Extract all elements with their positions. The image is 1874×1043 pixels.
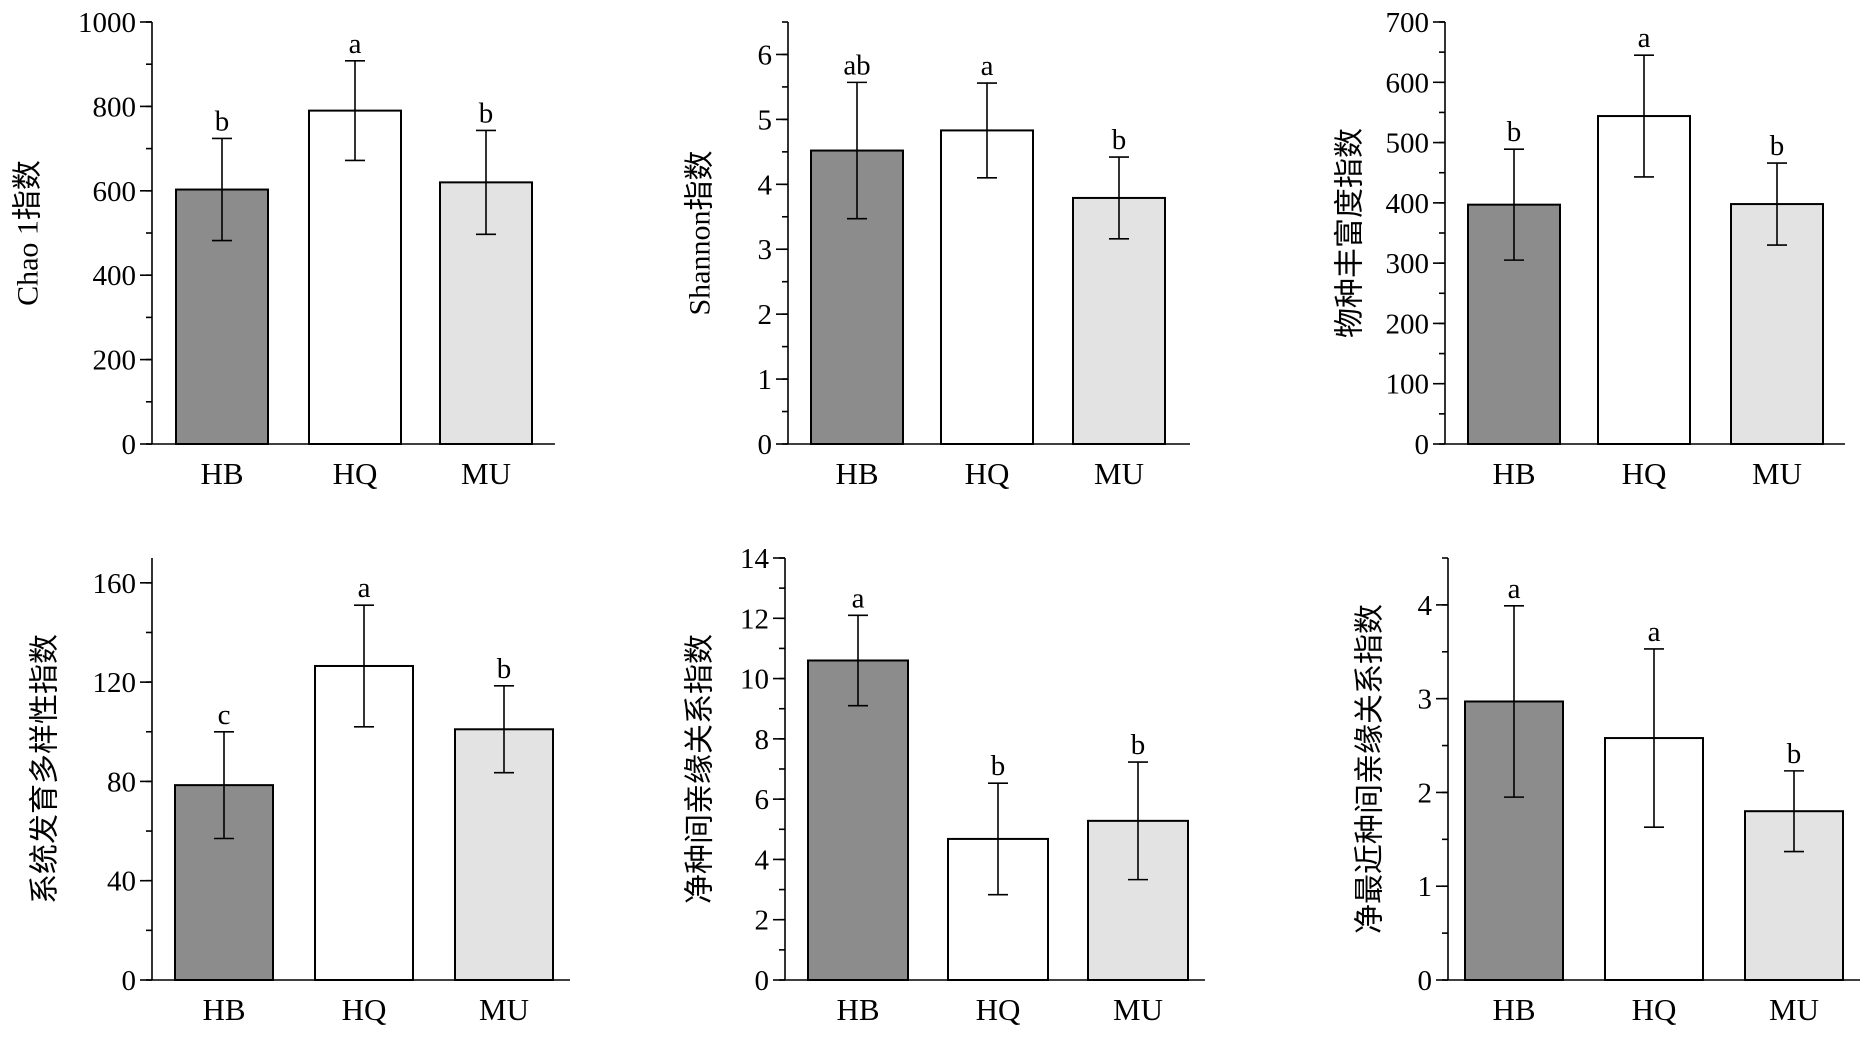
y-tick-label: 0 <box>1418 965 1433 997</box>
y-tick-label: 700 <box>1386 7 1430 39</box>
y-tick-label: 1000 <box>78 7 136 39</box>
y-axis-label: 物种丰富度指数 <box>1334 128 1367 338</box>
y-tick-label: 400 <box>93 260 137 292</box>
y-tick-label: 2 <box>1418 777 1433 809</box>
category-label: MU <box>1769 992 1819 1027</box>
y-tick-label: 200 <box>1386 308 1430 340</box>
category-label: HB <box>836 992 879 1027</box>
y-tick-label: 6 <box>755 784 770 816</box>
y-tick-label: 0 <box>758 429 773 461</box>
y-tick-label: 0 <box>755 965 770 997</box>
y-tick-label: 500 <box>1386 128 1430 160</box>
y-tick-label: 800 <box>93 91 137 123</box>
y-tick-label: 80 <box>107 766 136 798</box>
category-label: HB <box>1492 992 1535 1027</box>
y-tick-label: 4 <box>755 844 770 876</box>
significance-label: ab <box>843 49 870 81</box>
significance-label: a <box>852 582 865 614</box>
significance-label: b <box>1770 130 1785 162</box>
category-label: MU <box>461 456 511 491</box>
y-tick-label: 0 <box>1415 429 1430 461</box>
y-tick-label: 4 <box>758 169 773 201</box>
category-label: HQ <box>342 992 387 1027</box>
y-tick-label: 0 <box>122 965 137 997</box>
category-label: HQ <box>1632 992 1677 1027</box>
significance-label: b <box>1787 738 1802 770</box>
category-label: HB <box>1492 456 1535 491</box>
significance-label: b <box>215 105 230 137</box>
significance-label: a <box>1638 22 1651 54</box>
category-label: MU <box>1113 992 1163 1027</box>
category-label: HB <box>202 992 245 1027</box>
y-tick-label: 160 <box>93 568 137 600</box>
category-label: MU <box>1094 456 1144 491</box>
significance-label: b <box>479 97 494 129</box>
y-tick-label: 6 <box>758 39 773 71</box>
category-label: MU <box>1752 456 1802 491</box>
bar-hb <box>807 659 909 981</box>
y-tick-label: 3 <box>1418 684 1433 716</box>
y-tick-label: 12 <box>740 603 769 635</box>
y-axis-label: 系统发育多样性指数 <box>29 634 62 904</box>
y-tick-label: 8 <box>755 724 770 756</box>
significance-label: a <box>981 50 994 82</box>
significance-label: b <box>1507 116 1522 148</box>
y-tick-label: 2 <box>755 905 770 937</box>
category-label: HB <box>835 456 878 491</box>
category-label: HQ <box>1622 456 1667 491</box>
bar-hq <box>308 109 402 446</box>
y-axis-label: 净种间亲缘关系指数 <box>684 634 717 904</box>
y-tick-label: 120 <box>93 667 137 699</box>
y-tick-label: 10 <box>740 664 769 696</box>
y-tick-label: 5 <box>758 104 773 136</box>
chart-panel-3: 0 100 200 300 400 500 600 700 物种丰富度指数 b HB a HQ b MU <box>1334 7 1845 491</box>
y-tick-label: 300 <box>1386 248 1430 280</box>
chart-panel-4: 0 40 80 120 160 系统发育多样性指数 c HB a HQ b MU <box>29 558 570 1027</box>
y-axis-label: Chao 1指数 <box>12 160 45 306</box>
y-tick-label: 100 <box>1386 369 1430 401</box>
y-tick-label: 40 <box>107 866 136 898</box>
y-tick-label: 4 <box>1418 590 1433 622</box>
bar-hq <box>940 129 1034 445</box>
significance-label: a <box>358 572 371 604</box>
chart-panel-5: 0 2 4 6 8 10 12 14 净种间亲缘关系指数 a HB b HQ b MU <box>684 543 1205 1027</box>
y-tick-label: 1 <box>1418 871 1433 903</box>
chart-panel-6: 0 1 2 3 4 净最近种间亲缘关系指数 a HB a HQ b MU <box>1354 557 1860 1027</box>
category-label: MU <box>479 992 529 1027</box>
category-label: HB <box>200 456 243 491</box>
significance-label: a <box>1508 573 1521 605</box>
significance-label: a <box>349 28 362 60</box>
bar-hq <box>947 837 1049 982</box>
significance-label: b <box>991 750 1006 782</box>
significance-label: b <box>497 653 512 685</box>
y-tick-label: 14 <box>740 543 770 575</box>
chart-panel-1: 0 200 400 600 800 1000 Chao 1指数 b HB a HQ b MU <box>12 7 555 491</box>
y-axis-label: Shannon指数 <box>684 151 717 316</box>
y-tick-label: 600 <box>1386 67 1430 99</box>
y-tick-label: 0 <box>122 429 137 461</box>
category-label: HQ <box>333 456 378 491</box>
significance-label: a <box>1648 616 1661 648</box>
category-label: HQ <box>965 456 1010 491</box>
category-label: HQ <box>976 992 1021 1027</box>
y-tick-label: 1 <box>758 364 773 396</box>
y-axis-label: 净最近种间亲缘关系指数 <box>1354 604 1387 934</box>
chart-panel-2: 0 1 2 3 4 5 6 Shannon指数 ab HB a HQ b MU <box>684 21 1190 491</box>
significance-label: b <box>1131 729 1146 761</box>
significance-label: b <box>1112 124 1127 156</box>
y-tick-label: 3 <box>758 234 773 266</box>
y-tick-label: 200 <box>93 345 137 377</box>
y-tick-label: 2 <box>758 299 773 331</box>
significance-label: c <box>218 699 231 731</box>
y-tick-label: 600 <box>93 176 137 208</box>
y-tick-label: 400 <box>1386 188 1430 220</box>
